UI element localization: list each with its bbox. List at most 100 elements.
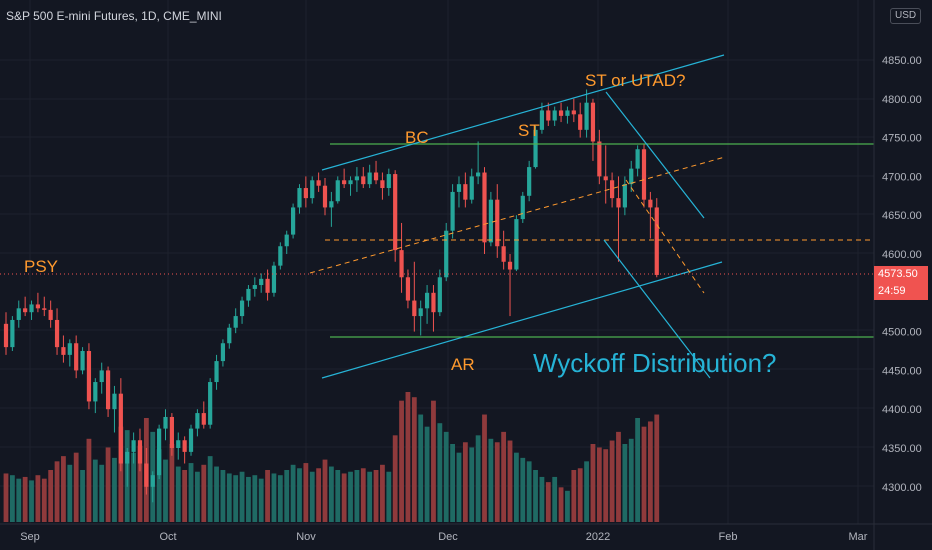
candle-body	[182, 440, 187, 452]
volume-bar	[475, 435, 481, 522]
time-tick-label: Feb	[719, 531, 738, 543]
volume-bar	[207, 456, 213, 522]
volume-bar	[258, 478, 264, 522]
volume-bar	[67, 464, 73, 522]
volume-bar	[175, 466, 181, 522]
candle-body	[424, 292, 430, 309]
candle	[539, 102, 545, 134]
candle	[86, 343, 92, 410]
candle	[412, 261, 417, 332]
candle-body	[507, 261, 513, 270]
candle	[246, 285, 251, 307]
candle	[227, 323, 232, 349]
volume-bar	[297, 468, 302, 522]
candle	[616, 176, 621, 262]
candle	[361, 167, 366, 189]
candle	[476, 141, 481, 185]
volume-bar	[443, 431, 449, 522]
volume-bar	[163, 459, 168, 522]
candle-body	[303, 188, 308, 199]
candle	[437, 269, 442, 317]
candle-body	[437, 277, 442, 313]
candle	[546, 102, 551, 126]
candle	[297, 184, 302, 214]
volume-bar	[494, 442, 500, 522]
volume-bar	[450, 444, 455, 522]
down-trend-line-lower	[603, 239, 711, 379]
candle-body	[67, 343, 72, 355]
candle	[10, 316, 15, 351]
candle-body	[239, 300, 245, 317]
candle	[93, 378, 98, 414]
volume-bar	[418, 414, 424, 522]
candle-body	[635, 149, 640, 169]
volume-bar	[373, 470, 379, 522]
down-trend-line-upper	[605, 91, 705, 219]
volume-bar	[628, 438, 634, 522]
volume-bar	[22, 476, 28, 522]
candle-body	[546, 110, 551, 121]
candle-body	[629, 168, 634, 185]
candle-body	[603, 176, 608, 181]
candle	[195, 409, 200, 437]
candle	[507, 254, 513, 317]
volume-bar	[239, 471, 245, 522]
candle-body	[188, 428, 194, 452]
candle-body	[597, 141, 602, 177]
candle-body	[220, 343, 226, 362]
candle	[125, 448, 130, 487]
volume-bar	[507, 440, 513, 522]
volume-bar	[526, 461, 532, 522]
price-tick-label: 4850.00	[882, 55, 922, 67]
volume-bar	[462, 442, 468, 522]
candle	[348, 176, 353, 196]
volume-bar	[367, 471, 373, 522]
volume-bar	[456, 452, 462, 522]
annotation-bc: BC	[405, 128, 429, 147]
volume-bar	[54, 461, 60, 522]
volume-bar	[322, 459, 328, 522]
candle-body	[488, 199, 493, 243]
candle-body	[150, 475, 155, 487]
candle	[67, 339, 72, 367]
candle-body	[93, 382, 98, 402]
grid	[0, 0, 874, 524]
candle-body	[227, 327, 232, 344]
candle-body	[495, 199, 500, 247]
candle-body	[335, 180, 340, 202]
volume-bar	[360, 468, 366, 522]
volume-bar	[73, 452, 79, 522]
candle	[514, 215, 519, 272]
candle-body	[571, 110, 576, 115]
volume-bar	[99, 464, 105, 522]
candle-body	[201, 413, 206, 425]
candle-body	[552, 110, 557, 121]
time-tick-label: 2022	[586, 531, 610, 543]
price-tick-label: 4700.00	[882, 171, 922, 183]
drawings	[0, 54, 874, 379]
candle-body	[622, 184, 627, 208]
candle-body	[469, 176, 474, 200]
candle-body	[412, 300, 417, 317]
volume-bar	[392, 435, 398, 522]
symbol-title[interactable]: S&P 500 E-mini Futures, 1D, CME_MINI	[6, 9, 222, 23]
candle	[399, 222, 404, 293]
volume-bar	[584, 461, 589, 522]
candle	[316, 172, 321, 192]
volume-bar	[469, 447, 475, 522]
price-tick-label: 4600.00	[882, 249, 922, 261]
volume-bar	[335, 470, 341, 522]
candle	[482, 167, 487, 254]
volume-bar	[61, 456, 66, 522]
candle	[501, 230, 506, 270]
candle	[578, 102, 583, 138]
candle	[329, 191, 334, 227]
candle	[520, 191, 525, 223]
candle-body	[112, 393, 117, 410]
price-tick-label: 4350.00	[882, 443, 922, 455]
volume-bar	[277, 475, 283, 522]
volume-bar	[80, 470, 85, 522]
currency-button[interactable]: USD	[890, 8, 922, 24]
candle-body	[431, 292, 436, 313]
